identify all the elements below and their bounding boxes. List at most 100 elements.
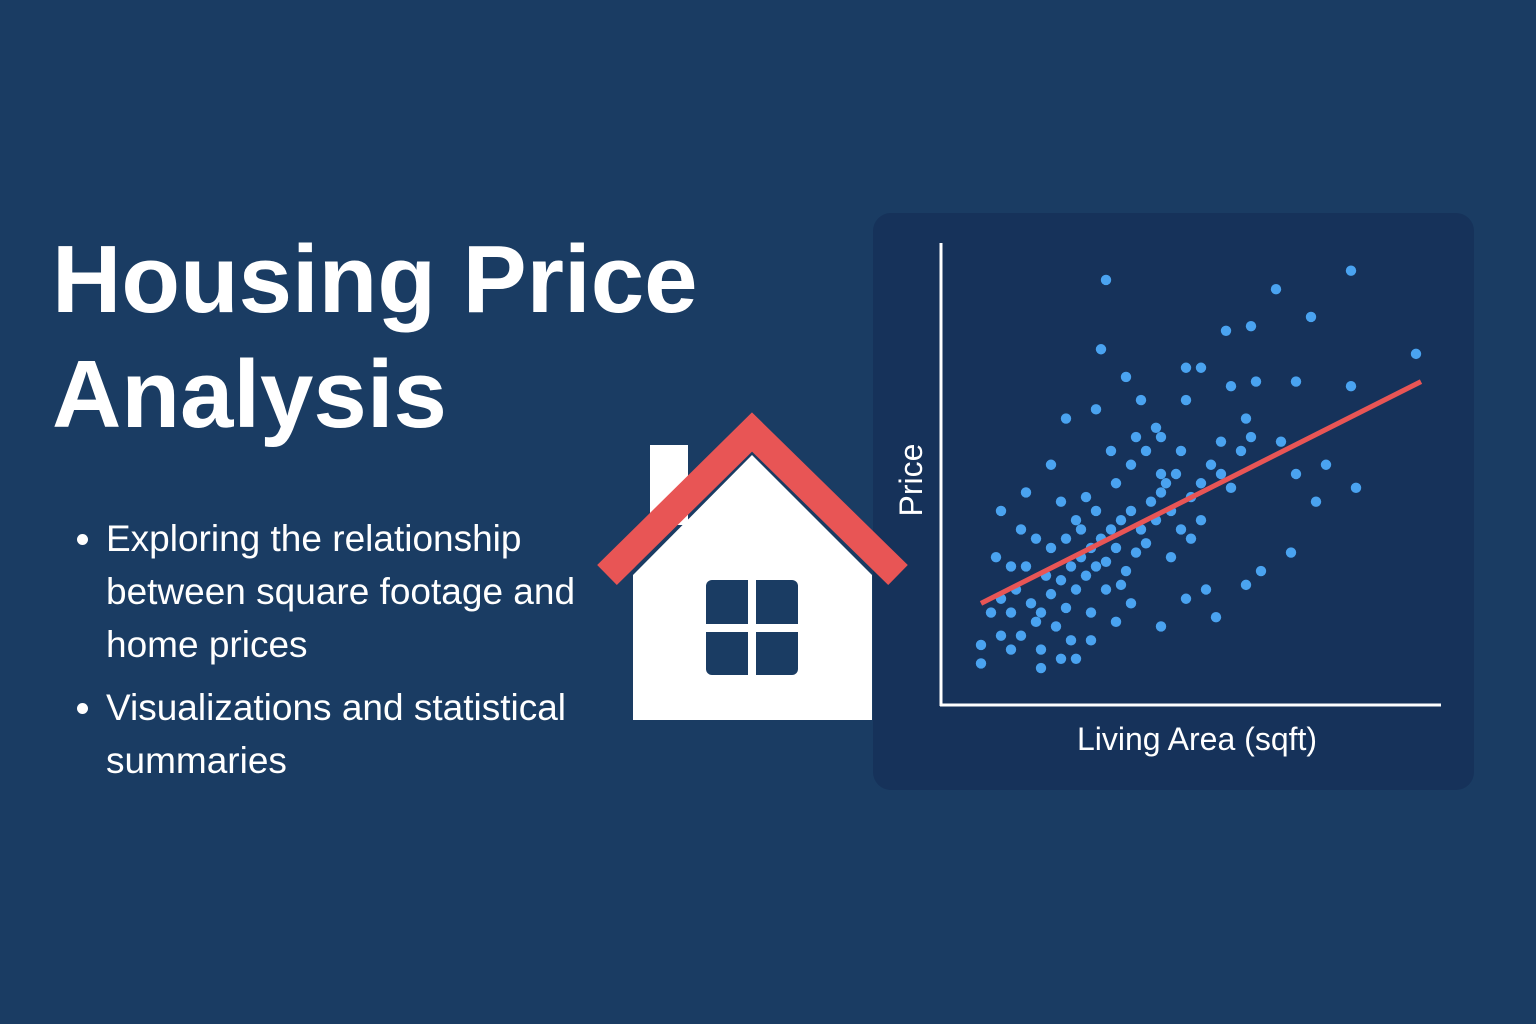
scatter-point bbox=[1085, 607, 1097, 618]
scatter-point bbox=[1220, 325, 1232, 336]
scatter-point bbox=[1195, 478, 1207, 489]
scatter-point bbox=[1020, 561, 1032, 572]
bullet: Exploring the relationship between squar… bbox=[106, 512, 606, 671]
scatter-point bbox=[1090, 561, 1102, 572]
scatter-point bbox=[1185, 533, 1197, 544]
scatter-point bbox=[1110, 616, 1122, 628]
scatter-point bbox=[1055, 575, 1067, 586]
scatter-point bbox=[1200, 584, 1212, 595]
scatter-point bbox=[1065, 635, 1077, 646]
scatter-point bbox=[1155, 487, 1167, 498]
scatter-point bbox=[1055, 653, 1067, 664]
scatter-point bbox=[1090, 505, 1102, 517]
scatter-point bbox=[1100, 556, 1112, 567]
scatter-point bbox=[995, 630, 1007, 641]
scatter-point bbox=[1060, 413, 1072, 424]
scatter-point bbox=[1225, 381, 1237, 392]
scatter-point bbox=[1245, 320, 1257, 332]
scatter-point bbox=[1160, 478, 1172, 489]
scatter-point bbox=[1215, 436, 1227, 447]
scatter-point bbox=[975, 639, 987, 651]
scatter-point bbox=[1125, 505, 1137, 517]
scatter-point bbox=[1180, 394, 1192, 406]
scatter-point bbox=[1195, 362, 1207, 373]
scatter-point bbox=[1275, 436, 1287, 447]
scatter-point bbox=[985, 607, 997, 618]
bullet: Visualizations and statistical summaries bbox=[106, 681, 606, 787]
scatter-point bbox=[1090, 404, 1102, 415]
scatter-point bbox=[1070, 584, 1082, 595]
scatter-point bbox=[990, 551, 1002, 563]
scatter-point bbox=[1240, 413, 1252, 424]
scatter-point bbox=[1225, 482, 1237, 494]
scatter-point bbox=[1080, 491, 1092, 503]
scatter-point bbox=[1005, 644, 1017, 655]
scatter-point bbox=[1155, 621, 1167, 632]
scatter-point bbox=[1025, 598, 1037, 609]
chart-panel bbox=[873, 213, 1474, 790]
scatter-point bbox=[1270, 284, 1282, 295]
scatter-point bbox=[1140, 538, 1152, 549]
scatter-point bbox=[1345, 265, 1357, 276]
scatter-point bbox=[1120, 565, 1132, 577]
scatter-point bbox=[1035, 662, 1047, 674]
scatter-point bbox=[1180, 362, 1192, 373]
scatter-point bbox=[1115, 515, 1127, 526]
title: Housing Price Analysis bbox=[52, 226, 698, 448]
scatter-point bbox=[975, 658, 987, 669]
scatter-point bbox=[1045, 542, 1057, 554]
scatter-point bbox=[1035, 607, 1047, 618]
scatter-point bbox=[1175, 445, 1187, 457]
scatter-point bbox=[1050, 621, 1062, 632]
scatter-point bbox=[1075, 524, 1087, 535]
y-axis-label: Price bbox=[893, 444, 929, 517]
scatter-point bbox=[1070, 515, 1082, 526]
scatter-point bbox=[1110, 478, 1122, 489]
scatter-point bbox=[1060, 602, 1072, 614]
scatter-point bbox=[1345, 381, 1357, 392]
scatter-point bbox=[1215, 468, 1227, 480]
scatter-point bbox=[1020, 487, 1032, 498]
x-axis-label: Living Area (sqft) bbox=[1077, 721, 1317, 757]
scatter-point bbox=[1100, 584, 1112, 595]
scatter-point bbox=[1165, 551, 1177, 563]
scatter-point bbox=[1015, 524, 1027, 535]
scatter-point bbox=[1130, 431, 1142, 443]
scatter-point bbox=[1125, 598, 1137, 609]
scatter-point bbox=[1125, 459, 1137, 470]
scatter-point bbox=[1310, 496, 1322, 507]
scatter-point bbox=[1290, 376, 1302, 387]
scatter-point bbox=[1030, 616, 1042, 628]
scatter-point bbox=[1150, 422, 1162, 433]
scatter-point bbox=[1110, 542, 1122, 554]
scatter-point bbox=[1180, 593, 1192, 604]
scatter-point bbox=[1250, 376, 1262, 387]
scatter-point bbox=[1285, 547, 1297, 558]
scatter-point bbox=[1095, 344, 1107, 355]
scatter-point bbox=[1305, 311, 1317, 323]
scatter-point bbox=[1070, 653, 1082, 664]
scatter-point bbox=[1130, 547, 1142, 558]
scatter-point bbox=[1155, 468, 1167, 480]
scatter-point bbox=[1135, 394, 1147, 406]
scatter-point bbox=[1140, 445, 1152, 457]
scatter-point bbox=[1100, 274, 1112, 286]
scatter-point bbox=[1115, 579, 1127, 591]
scatter-point bbox=[1255, 565, 1267, 577]
scatter-point bbox=[1105, 445, 1117, 457]
scatter-point bbox=[1015, 630, 1027, 641]
scatter-point bbox=[1005, 561, 1017, 572]
scatter-point bbox=[1045, 459, 1057, 470]
scatter-point bbox=[1155, 431, 1167, 443]
bullet-list: Exploring the relationship between squar… bbox=[62, 512, 606, 797]
scatter-point bbox=[1055, 496, 1067, 507]
plot bbox=[975, 265, 1423, 674]
scatter-point bbox=[1065, 561, 1077, 572]
scatter-point bbox=[1350, 482, 1362, 494]
scatter-point bbox=[1290, 468, 1302, 480]
scatter-point bbox=[1245, 431, 1257, 443]
scatter-point bbox=[1175, 524, 1187, 535]
scatter-point bbox=[1005, 607, 1017, 618]
